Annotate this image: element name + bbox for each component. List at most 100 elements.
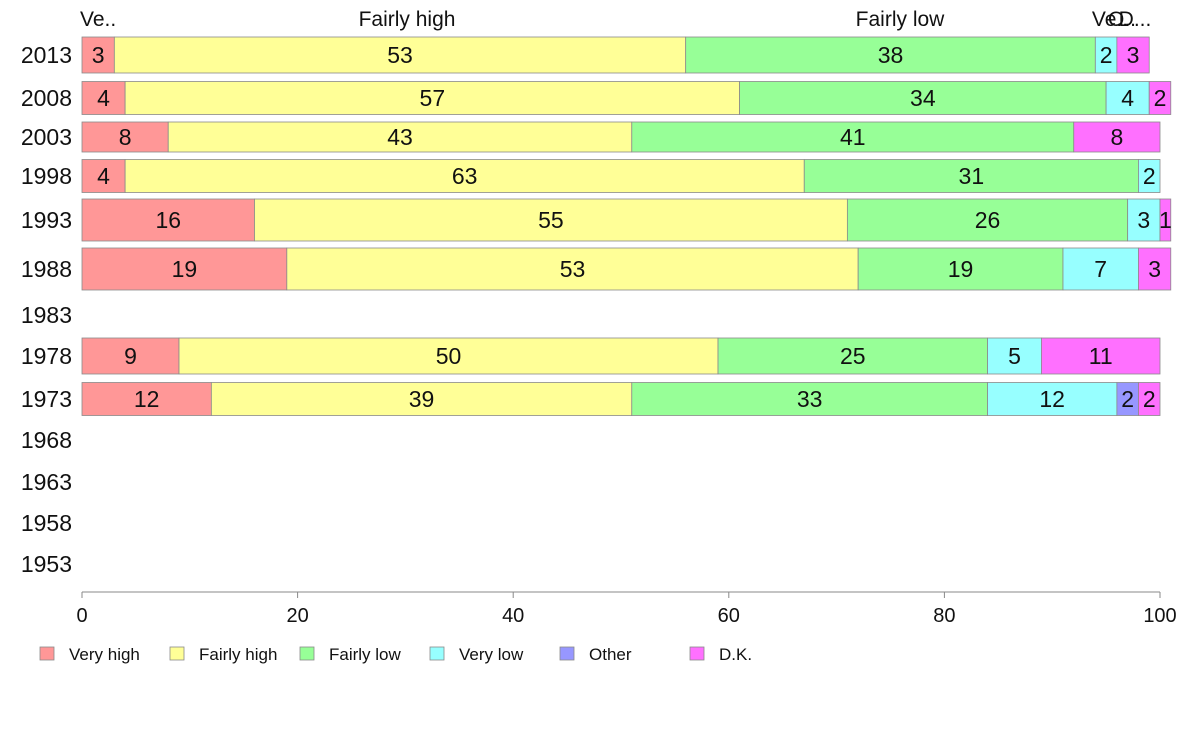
bar-2003-fairly-high [167,121,633,153]
year-label-2013: 2013 [21,42,72,68]
bar-1993-very-low [1127,198,1161,242]
value-label-1993-d-k-: 1 [1159,207,1172,233]
bar-2008-fairly-low [739,81,1107,115]
legend-label-d-k-: D.K. [719,645,752,664]
top-label-1: Fairly high [359,8,456,31]
bar-1998-fairly-low [803,159,1139,193]
legend-label-very-low: Very low [459,645,524,664]
bar-1993-very-high [81,198,255,242]
year-axis-labels: 2013 2008 2003 1998 1993 1988 1983 1978 1973 1968… [21,42,72,577]
bar-1993-fairly-high [254,198,848,242]
bar-1978-fairly-low [717,337,988,375]
legend-label-fairly-high: Fairly high [199,645,277,664]
x-tick-label-100: 100 [1143,605,1176,627]
value-label-1993-very-low: 3 [1137,207,1150,233]
bar-1973-d-k- [1138,382,1161,416]
bar-2013-very-high [81,36,115,74]
legend: Very high Fairly high Fairly low Very low Ot… [39,645,752,664]
year-label-1998: 1998 [21,163,72,189]
value-label-1973-very-low: 12 [1039,386,1065,412]
value-label-1978-fairly-high: 50 [436,343,462,369]
value-label-1988-very-low: 7 [1094,256,1107,282]
year-label-1958: 1958 [21,510,72,536]
year-label-1973: 1973 [21,386,72,412]
legend-swatch-fairly-high [169,646,185,661]
x-tick-label-0: 0 [76,605,87,627]
legend-swatch-fairly-low [299,646,315,661]
legend-swatch-very-low [429,646,445,661]
year-label-1983: 1983 [21,302,72,328]
year-label-1988: 1988 [21,256,72,282]
value-label-2003-fairly-low: 41 [840,124,866,150]
bar-2003-d-k- [1073,121,1161,153]
legend-swatch-very-high [39,646,55,661]
value-label-2013-very-low: 2 [1100,42,1113,68]
x-tick-label-40: 40 [502,605,524,627]
bar-1988-very-high [81,247,288,291]
bar-1998-very-low [1138,159,1161,193]
year-label-2003: 2003 [21,124,72,150]
value-label-1988-fairly-low: 19 [948,256,974,282]
bar-1988-fairly-low [857,247,1064,291]
value-label-1998-fairly-low: 31 [959,163,985,189]
top-label-5: D... [1119,8,1152,31]
legend-label-very-high: Very high [69,645,140,664]
value-label-2008-fairly-low: 34 [910,85,936,111]
bar-1973-fairly-low [631,382,988,416]
bar-1973-fairly-high [210,382,633,416]
bars-area: 3 53 38 2 34 57 34 4 28 43 41 84 63 31 216 55 26 3 119 53 19… [81,36,1172,416]
value-label-1973-fairly-low: 33 [797,386,823,412]
bar-1973-very-low [987,382,1118,416]
value-label-2013-fairly-low: 38 [878,42,904,68]
bar-1988-fairly-high [286,247,859,291]
year-label-1993: 1993 [21,207,72,233]
value-label-1988-very-high: 19 [172,256,198,282]
bar-1978-fairly-high [178,337,719,375]
value-label-1973-d-k-: 2 [1143,386,1156,412]
value-label-1973-very-high: 12 [134,386,160,412]
value-label-1993-fairly-low: 26 [975,207,1001,233]
value-label-1978-d-k-: 11 [1089,343,1113,369]
x-tick-label-80: 80 [933,605,955,627]
value-label-2008-fairly-high: 57 [420,85,446,111]
value-label-2003-d-k-: 8 [1110,124,1123,150]
bar-2013-d-k- [1116,36,1150,74]
year-label-1968: 1968 [21,427,72,453]
bar-1988-very-low [1062,247,1139,291]
year-label-1953: 1953 [21,551,72,577]
value-label-1993-fairly-high: 55 [538,207,564,233]
bar-1998-fairly-high [124,159,805,193]
top-label-4: O.. [1108,8,1136,31]
value-label-2003-fairly-high: 43 [387,124,413,150]
value-label-2008-very-high: 4 [97,85,110,111]
legend-swatch-other [559,646,575,661]
x-tick-label-60: 60 [718,605,740,627]
value-label-1998-fairly-high: 63 [452,163,478,189]
value-label-2013-fairly-high: 53 [387,42,413,68]
top-label-0: Ve.. [80,8,116,31]
bar-2008-fairly-high [124,81,740,115]
value-label-1988-d-k-: 3 [1148,256,1161,282]
legend-swatch-d-k- [689,646,705,661]
value-label-2013-very-high: 3 [92,42,105,68]
bar-2008-d-k- [1148,81,1172,115]
value-label-1978-very-high: 9 [124,343,137,369]
bar-1978-very-high [81,337,180,375]
bar-1993-d-k- [1159,198,1172,242]
value-label-1978-fairly-low: 25 [840,343,866,369]
legend-label-other: Other [589,645,632,664]
value-label-1998-very-high: 4 [97,163,110,189]
bar-1988-d-k- [1138,247,1172,291]
bar-1993-fairly-low [846,198,1129,242]
value-label-1973-fairly-high: 39 [409,386,435,412]
value-label-1988-fairly-high: 53 [560,256,586,282]
value-label-2013-d-k-: 3 [1127,42,1140,68]
value-label-1978-very-low: 5 [1008,343,1021,369]
top-category-labels: Ve.. Fairly high Fairly low Ve..O..D... [80,8,1151,31]
value-label-1973-other: 2 [1121,386,1134,412]
year-label-1978: 1978 [21,343,72,369]
top-label-3: Ve.. [1092,8,1128,31]
value-label-1993-very-high: 16 [155,207,181,233]
value-label-2003-very-high: 8 [119,124,132,150]
